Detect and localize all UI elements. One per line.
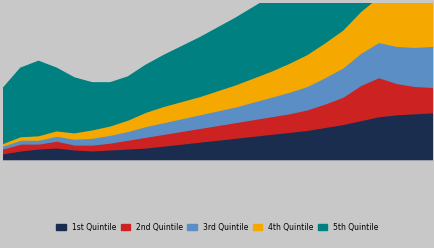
Legend: 1st Quintile, 2nd Quintile, 3rd Quintile, 4th Quintile, 5th Quintile: 1st Quintile, 2nd Quintile, 3rd Quintile… bbox=[53, 220, 381, 235]
